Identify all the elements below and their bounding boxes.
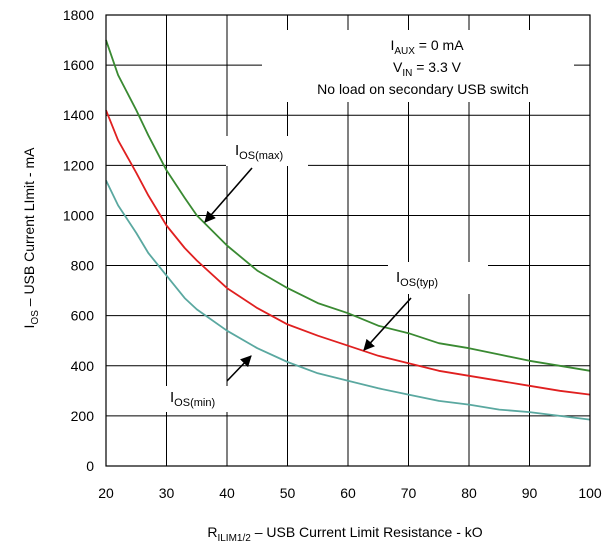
plot-frame [105,14,591,467]
y-tick-label: 1600 [63,57,94,73]
x-tick-label: 60 [340,485,356,501]
x-tick-label: 20 [98,485,114,501]
arrow-max [204,167,253,223]
series-label-max: IOS(max) [235,142,283,162]
annotation-line-no-load: No load on secondary USB switch [317,81,529,97]
x-tick-label: 80 [461,485,477,501]
tick-labels: 20 30 40 50 60 70 80 90 100020040060080010001200… [63,7,602,501]
x-tick-label: 40 [219,485,235,501]
series-line-min [105,180,591,421]
y-tick-label: 600 [71,308,95,324]
arrow-typ [363,297,412,351]
annotation-line-iaux: IAUX = 0 mA [390,37,464,57]
series-line-max [105,39,591,372]
x-axis-title: RILIM1/2 – USB Current Limit Resistance … [207,524,482,544]
y-tick-label: 800 [71,258,95,274]
x-tick-label: 70 [401,485,417,501]
y-tick-label: 0 [86,458,94,474]
y-tick-label: 1400 [63,107,94,123]
y-tick-label: 1800 [63,7,94,23]
x-tick-label: 30 [159,485,175,501]
label-box-typ [388,262,488,294]
series-label-typ: IOS(typ) [396,269,438,289]
x-tick-label: 100 [578,485,602,501]
annotation-line-vin: VIN = 3.3 V [393,59,462,79]
series-layer [105,39,591,421]
series-label-min: IOS(min) [170,389,215,409]
y-tick-label: 1200 [63,157,94,173]
y-tick-label: 200 [71,408,95,424]
annotation-box [262,30,574,102]
y-axis-title: IOS – USB Current LImit - mA [21,147,41,329]
label-box-min [163,386,245,412]
arrow-min [226,355,252,382]
series-line-typ [105,109,591,396]
x-tick-label: 90 [522,485,538,501]
x-tick-label: 50 [280,485,296,501]
y-tick-label: 400 [71,358,95,374]
y-tick-label: 1000 [63,207,94,223]
label-box-max [226,136,308,166]
